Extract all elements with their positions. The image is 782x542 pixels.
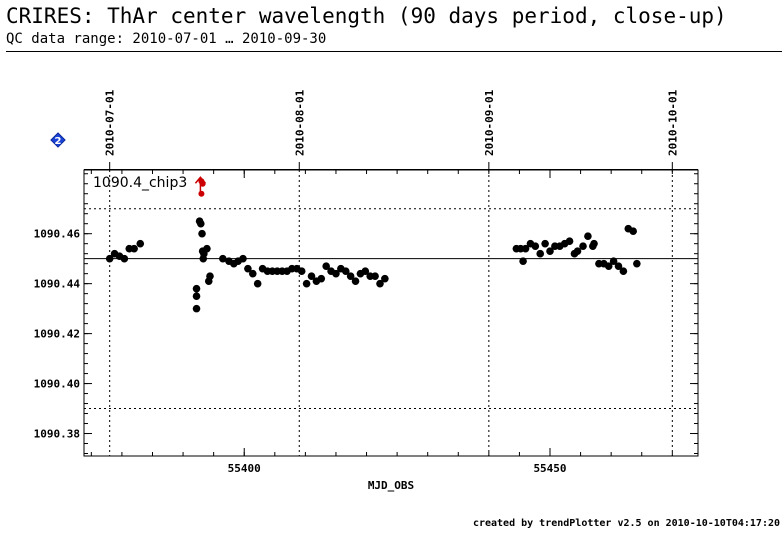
version-badge-icon[interactable]: 2 <box>50 132 66 148</box>
data-point <box>584 232 592 240</box>
data-point <box>590 239 598 248</box>
data-point <box>573 247 582 255</box>
data-point <box>546 247 554 255</box>
date-tick-label: 2010-08-01 <box>293 89 306 156</box>
y-tick-label: 1090.46 <box>34 228 81 241</box>
data-point <box>203 244 211 253</box>
data-point <box>565 237 574 245</box>
data-point <box>120 254 129 263</box>
data-point <box>541 239 549 248</box>
qc-data-range: QC data range: 2010-07-01 … 2010-09-30 <box>6 31 327 47</box>
y-tick-label: 1090.42 <box>34 328 80 341</box>
x-tick-label: 55450 <box>533 462 566 475</box>
outlier-point <box>198 190 205 197</box>
x-axis-label: MJD_OBS <box>368 479 414 492</box>
x-tick-label: 55400 <box>228 462 261 475</box>
outlier-arrow-icon <box>194 176 206 184</box>
data-point <box>317 274 326 283</box>
data-point <box>302 279 311 288</box>
data-point <box>531 242 540 250</box>
data-point <box>376 279 384 288</box>
panel-label: 1090.4_chip3 <box>93 175 187 191</box>
data-point <box>219 254 227 263</box>
data-point <box>381 274 389 283</box>
title-divider <box>6 51 782 52</box>
data-point <box>519 257 527 265</box>
data-point <box>198 229 206 238</box>
plot-frame <box>83 169 699 457</box>
data-point <box>604 262 613 270</box>
data-point <box>633 259 641 268</box>
data-point <box>521 244 530 253</box>
data-point <box>253 279 262 288</box>
data-point <box>197 219 205 228</box>
data-point <box>136 239 145 248</box>
data-point <box>192 284 201 293</box>
y-tick-label: 1090.38 <box>34 428 80 441</box>
data-point <box>307 272 316 280</box>
date-tick-label: 2010-10-01 <box>666 89 679 156</box>
data-point <box>206 272 214 280</box>
data-point <box>536 249 545 258</box>
y-tick-label: 1090.44 <box>34 278 81 291</box>
data-point <box>614 262 623 270</box>
footer-credit: created by trendPlotter v2.5 on 2010-10-… <box>472 518 780 529</box>
version-badge-label: 2 <box>55 136 62 147</box>
data-point <box>332 269 340 278</box>
data-point <box>371 272 379 280</box>
data-point <box>361 267 370 275</box>
data-point <box>130 244 138 253</box>
data-point <box>297 267 306 275</box>
data-point <box>322 262 330 270</box>
data-point <box>346 272 355 280</box>
data-point <box>239 254 247 263</box>
page-title: CRIRES: ThAr center wavelength (90 days … <box>6 4 727 28</box>
data-point <box>629 227 637 235</box>
data-point <box>609 257 618 265</box>
data-point <box>248 269 257 278</box>
data-point <box>192 292 201 300</box>
data-point <box>619 267 628 275</box>
date-tick-label: 2010-07-01 <box>104 89 117 156</box>
data-point <box>341 267 350 275</box>
data-point <box>105 254 114 263</box>
date-tick-label: 2010-09-01 <box>483 89 496 156</box>
data-point <box>192 304 201 313</box>
data-point <box>244 264 252 273</box>
data-point <box>351 277 360 285</box>
data-point <box>579 242 587 250</box>
y-tick-label: 1090.40 <box>34 378 80 391</box>
